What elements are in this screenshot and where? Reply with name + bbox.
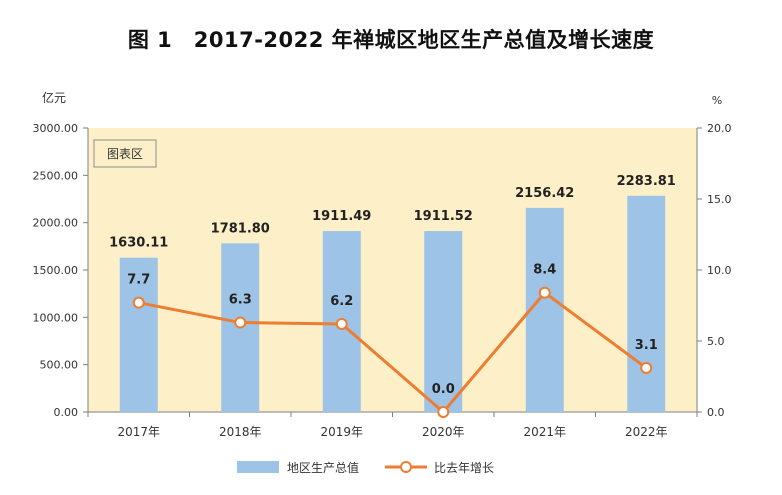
legend-line-marker [400,461,412,473]
line-data-label: 0.0 [432,382,455,397]
plot-area [88,128,697,412]
legend-line-label: 比去年增长 [434,461,494,475]
bar-data-label: 1630.11 [109,236,168,251]
bar-data-label: 2283.81 [617,174,676,189]
left-axis-tick-label: 1500.00 [33,264,79,277]
line-point [335,317,348,330]
bar-data-label: 1911.52 [414,209,473,224]
left-axis-tick-label: 0.00 [54,406,79,419]
bar [119,257,158,412]
right-axis-tick-label: 0.0 [707,406,725,419]
plot-area-label-box [93,139,157,168]
line-point [234,316,247,329]
plot-area-label: 图表区 [107,147,143,161]
x-axis-tick-label: 2017年 [117,425,160,439]
right-axis-tick-label: 10.0 [707,264,732,277]
left-axis-tick-label: 2500.00 [33,169,79,182]
line-data-label: 6.3 [229,293,252,308]
line-data-label: 6.2 [330,294,353,309]
chart-title: 图 1 2017-2022 年禅城区地区生产总值及增长速度 [127,28,655,52]
line-point [132,296,145,309]
left-axis-tick-label: 500.00 [40,359,79,372]
bar [627,195,666,412]
left-axis-tick-label: 3000.00 [33,122,79,135]
line-data-label: 3.1 [635,338,658,353]
bar-data-label: 1911.49 [312,209,371,224]
bar [525,207,564,412]
line-point [640,361,653,374]
left-axis-tick-label: 2000.00 [33,217,79,230]
x-axis-tick-label: 2021年 [523,425,566,439]
right-axis-tick-label: 5.0 [707,335,725,348]
x-axis-tick-label: 2018年 [219,425,262,439]
left-axis-tick-label: 1000.00 [33,311,79,324]
bar-data-label: 1781.80 [211,221,270,236]
line-data-label: 8.4 [533,263,556,278]
right-axis-tick-label: 15.0 [707,193,732,206]
right-axis-unit: % [712,94,722,107]
right-axis-tick-label: 20.0 [707,122,732,135]
x-axis-tick-label: 2022年 [625,425,668,439]
x-axis-tick-label: 2019年 [320,425,363,439]
legend-bar-label: 地区生产总值 [287,460,359,475]
x-axis-tick-label: 2020年 [422,425,465,439]
series-line [138,291,648,414]
legend-bar-swatch [237,461,279,473]
line-data-label: 7.7 [127,273,150,288]
bar-data-label: 2156.42 [515,186,574,201]
left-axis-unit: 亿元 [42,90,66,105]
bar [424,231,463,412]
line-point [538,286,551,299]
line-point [437,406,450,418]
